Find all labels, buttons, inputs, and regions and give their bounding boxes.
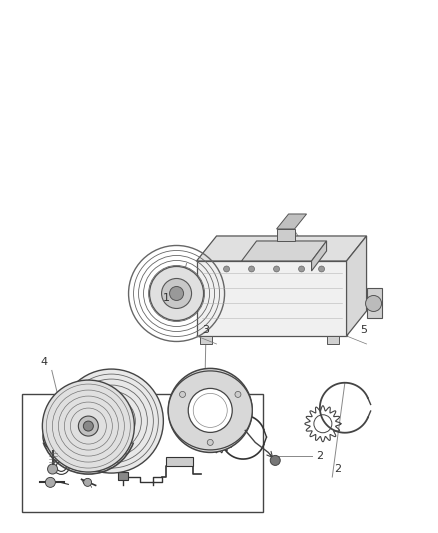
Text: 3: 3 — [202, 326, 209, 335]
Circle shape — [106, 415, 117, 427]
Circle shape — [83, 421, 93, 431]
Circle shape — [78, 416, 99, 436]
Circle shape — [99, 409, 124, 433]
Circle shape — [207, 439, 213, 446]
Bar — [276, 229, 295, 241]
Circle shape — [149, 266, 204, 320]
Bar — [22, 394, 263, 512]
Bar — [200, 336, 212, 344]
Polygon shape — [242, 241, 327, 261]
Text: 2: 2 — [334, 464, 341, 474]
Text: 2: 2 — [316, 451, 323, 461]
Circle shape — [60, 369, 163, 473]
Circle shape — [168, 368, 252, 453]
Ellipse shape — [168, 371, 252, 450]
Circle shape — [170, 286, 184, 301]
Circle shape — [48, 464, 57, 474]
Circle shape — [188, 389, 232, 432]
Bar — [118, 472, 128, 480]
Bar — [166, 457, 193, 466]
Polygon shape — [346, 236, 367, 336]
Circle shape — [162, 278, 191, 309]
Bar — [327, 336, 339, 344]
Circle shape — [274, 266, 279, 272]
Circle shape — [318, 266, 325, 272]
Bar — [367, 288, 381, 319]
Circle shape — [180, 391, 186, 398]
Circle shape — [299, 266, 304, 272]
Circle shape — [248, 266, 254, 272]
Polygon shape — [197, 236, 367, 261]
Bar — [197, 261, 346, 336]
Polygon shape — [276, 214, 307, 229]
Circle shape — [84, 478, 92, 487]
Circle shape — [223, 266, 230, 272]
Circle shape — [42, 380, 134, 472]
Text: 4: 4 — [40, 358, 47, 367]
Text: 5: 5 — [360, 326, 367, 335]
Circle shape — [270, 455, 280, 465]
Polygon shape — [311, 241, 327, 271]
Circle shape — [235, 391, 241, 398]
Circle shape — [46, 478, 55, 487]
Circle shape — [366, 295, 381, 311]
Text: 1: 1 — [163, 294, 170, 303]
